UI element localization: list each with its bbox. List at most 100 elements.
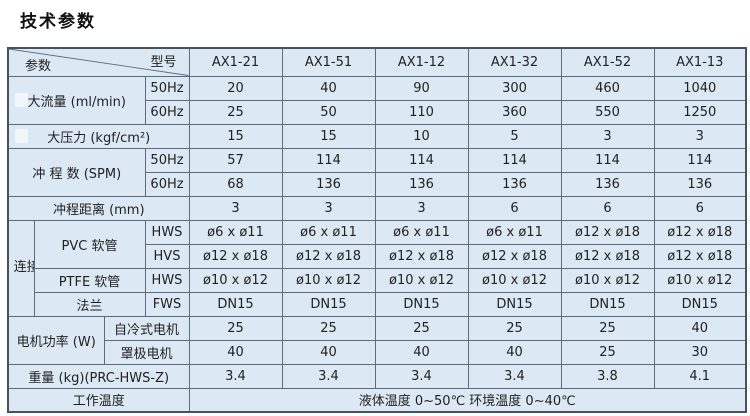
value-cell: ø12 x ø18 [188, 243, 283, 269]
value-cell: DN15 [188, 291, 283, 317]
value-cell: ø12 x ø18 [560, 243, 655, 269]
value-cell: 114 [467, 147, 562, 173]
value-cell: 3 [653, 123, 747, 149]
flange-fws-row: 法兰 FWS DN15 DN15 DN15 DN15 DN15 DN15 [8, 291, 747, 317]
value-cell: 50 [281, 99, 376, 125]
value-cell: ø10 x ø12 [188, 267, 283, 293]
temperature-label-cell: 工作温度 [7, 387, 190, 413]
value-cell: 114 [653, 147, 747, 173]
temperature-row: 工作温度 液体温度 0~50℃ 环境温度 0~40℃ [7, 387, 747, 413]
model-header-cell: AX1-32 [467, 47, 562, 77]
value-cell: 3 [374, 195, 469, 221]
value-cell: 460 [560, 75, 655, 101]
value-cell: 136 [281, 171, 376, 197]
ptfe-hws-row: PTFE 软管 HWS ø10 x ø12 ø10 x ø12 ø10 x ø1… [8, 267, 747, 293]
value-cell: DN15 [560, 291, 655, 317]
value-cell: 550 [560, 99, 655, 125]
value-cell: 20 [188, 75, 283, 101]
value-cell: DN15 [467, 291, 562, 317]
pvc-hose-label-cell: PVC 软管 [33, 219, 146, 269]
value-cell: 136 [467, 171, 562, 197]
freq-label-cell: 50Hz [144, 147, 190, 173]
value-cell: ø10 x ø12 [467, 267, 562, 293]
pvc-hvs-row: HVS ø12 x ø18 ø12 x ø18 ø12 x ø18 ø12 x … [8, 243, 747, 269]
value-cell: 6 [653, 195, 747, 221]
stroke-distance-row: 冲程距离 (mm) 3 3 3 6 6 6 [7, 195, 747, 221]
value-cell: ø12 x ø18 [560, 219, 655, 245]
value-cell: 25 [560, 339, 655, 365]
value-cell: 25 [374, 315, 469, 341]
model-header-cell: AX1-13 [653, 47, 747, 77]
value-cell: 360 [467, 99, 562, 125]
diagonal-header-cell: 参数 型号 [7, 47, 190, 77]
pressure-row: 大压力 (kgf/cm²) 15 15 10 5 3 3 [7, 123, 747, 149]
value-cell: 3 [188, 195, 283, 221]
value-cell: 136 [560, 171, 655, 197]
page-title: 技术参数 [20, 12, 96, 32]
value-cell: 3.4 [281, 363, 376, 389]
spm-50hz-row: 冲 程 数 (SPM) 50Hz 57 114 114 114 114 114 [7, 147, 747, 197]
connection-group-cell: 连接 [7, 219, 35, 317]
value-cell: 3.8 [560, 363, 655, 389]
value-cell: ø12 x ø18 [374, 243, 469, 269]
value-cell: 15 [281, 123, 376, 149]
value-cell: 3 [281, 195, 376, 221]
value-cell: 3.4 [467, 363, 562, 389]
value-cell: 25 [188, 315, 283, 341]
freq-label-cell: 60Hz [144, 171, 190, 197]
value-cell: DN15 [374, 291, 469, 317]
freq-label-cell: 60Hz [144, 99, 190, 125]
flow-label: 大流量 (ml/min) [27, 94, 126, 110]
motor-type-label-cell: 罩极电机 [103, 339, 190, 365]
value-cell: DN15 [281, 291, 376, 317]
technical-parameters-table: 参数 型号 AX1-21 AX1-51 AX1-12 AX1-32 AX1-52… [7, 47, 747, 413]
erased-text-smudge [15, 129, 28, 143]
value-cell: 10 [374, 123, 469, 149]
value-cell: 4.1 [653, 363, 747, 389]
code-label-cell: HWS [144, 219, 190, 245]
value-cell: ø12 x ø18 [653, 219, 747, 245]
value-cell: 40 [188, 339, 283, 365]
flow-label-cell: 大流量 (ml/min) [7, 75, 146, 125]
value-cell: 3.4 [374, 363, 469, 389]
code-label-cell: HVS [144, 243, 190, 269]
motor-shaded-pole-row: 罩极电机 40 40 40 40 25 30 [8, 339, 747, 365]
pressure-label-cell: 大压力 (kgf/cm²) [7, 123, 190, 149]
value-cell: 25 [281, 315, 376, 341]
motor-power-label-cell: 电机功率 (W) [7, 315, 105, 365]
code-label-cell: FWS [144, 291, 190, 317]
motor-type-label-cell: 自冷式电机 [103, 315, 190, 341]
value-cell: 114 [281, 147, 376, 173]
value-cell: ø12 x ø18 [653, 243, 747, 269]
value-cell: ø10 x ø12 [374, 267, 469, 293]
connection-label: 连接 [13, 260, 33, 275]
model-header-cell: AX1-21 [188, 47, 283, 77]
value-cell: 25 [467, 315, 562, 341]
weight-label-cell: 重量 (kg)(PRC-HWS-Z) [7, 363, 190, 389]
ptfe-hose-label-cell: PTFE 软管 [33, 267, 146, 293]
value-cell: 1040 [653, 75, 747, 101]
code-label-cell: HWS [144, 267, 190, 293]
pvc-hws-row: 连接 PVC 软管 HWS ø6 x ø11 ø6 x ø11 ø6 x ø11… [7, 219, 747, 317]
value-cell: 25 [188, 99, 283, 125]
value-cell: 300 [467, 75, 562, 101]
freq-label-cell: 50Hz [144, 75, 190, 101]
value-cell: ø12 x ø18 [281, 243, 376, 269]
value-cell: 1250 [653, 99, 747, 125]
value-cell: ø12 x ø18 [467, 243, 562, 269]
value-cell: ø6 x ø11 [188, 219, 283, 245]
value-cell: 114 [374, 147, 469, 173]
value-cell: 25 [560, 315, 655, 341]
value-cell: 3.4 [188, 363, 283, 389]
value-cell: 3 [560, 123, 655, 149]
flange-label-cell: 法兰 [33, 291, 146, 317]
value-cell: 136 [653, 171, 747, 197]
pressure-label: 大压力 (kgf/cm²) [47, 130, 151, 146]
value-cell: 136 [374, 171, 469, 197]
erased-text-smudge [15, 93, 28, 107]
value-cell: DN15 [653, 291, 747, 317]
value-cell: 40 [653, 315, 747, 341]
value-cell: 90 [374, 75, 469, 101]
flow-50hz-row: 大流量 (ml/min) 50Hz 20 40 90 300 460 1040 [7, 75, 747, 125]
